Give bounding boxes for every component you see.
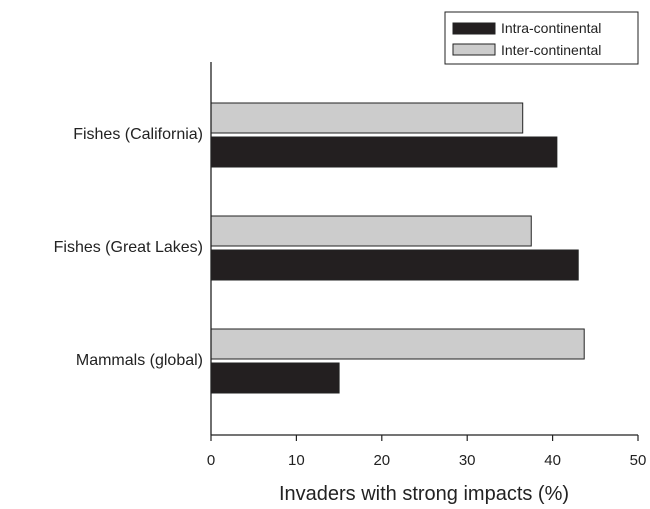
bar-intra-continental-fishes-great-lakes: [210, 249, 579, 281]
x-axis-title: Invaders with strong impacts (%): [279, 483, 569, 505]
bar-intra-continental-mammals-global: [210, 362, 340, 394]
x-tick-label-20: 20: [373, 452, 390, 469]
category-label-mammals-global: Mammals (global): [76, 352, 203, 369]
bars: [210, 102, 585, 394]
x-tick-label-50: 50: [630, 452, 647, 469]
category-labels: Fishes (California) Fishes (Great Lakes) M…: [54, 126, 203, 369]
legend: Intra-continental Inter-continental: [444, 11, 639, 65]
legend-swatch-intra-continental: [452, 22, 496, 35]
bar-inter-continental-fishes-california: [210, 102, 524, 134]
x-tick-label-30: 30: [459, 452, 476, 469]
category-label-fishes-great-lakes: Fishes (Great Lakes): [54, 239, 203, 256]
legend-label-intra-continental: Intra-continental: [501, 20, 601, 36]
bar-intra-continental-fishes-california: [210, 136, 558, 168]
x-tick-label-0: 0: [207, 452, 215, 469]
bar-inter-continental-fishes-great-lakes: [210, 215, 532, 247]
category-label-fishes-california: Fishes (California): [73, 126, 203, 143]
legend-label-inter-continental: Inter-continental: [501, 42, 601, 58]
bar-inter-continental-mammals-global: [210, 328, 585, 360]
legend-swatch-inter-continental: [452, 43, 496, 56]
x-axis-ticks: 0 10 20 30 40 50: [207, 435, 647, 469]
x-tick-label-10: 10: [288, 452, 305, 469]
x-tick-label-40: 40: [544, 452, 561, 469]
